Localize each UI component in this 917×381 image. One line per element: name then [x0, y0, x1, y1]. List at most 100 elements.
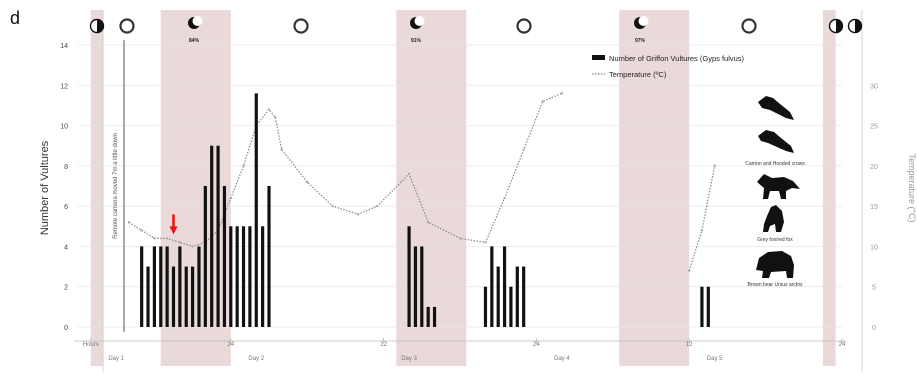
night-band-3	[619, 10, 690, 366]
half-moon-icon	[828, 18, 844, 34]
full-moon-ring	[119, 18, 135, 34]
vulture-bar	[178, 246, 182, 327]
y-tick-label: 12	[60, 83, 68, 90]
y2-tick-label: 25	[870, 124, 878, 131]
full-moon-icon	[741, 18, 757, 34]
day-label: Day 2	[248, 356, 264, 362]
full-moon-icon	[516, 18, 532, 34]
species-label-crows: Carrion and Hooded crows	[745, 161, 805, 167]
annotations	[169, 214, 178, 235]
species-panel: Carrion and Hooded crows Grey fox/red fo…	[745, 96, 805, 288]
y2-tick-label: 20	[870, 164, 878, 171]
temperature-point	[178, 241, 182, 244]
x-tick-label: 24	[227, 342, 234, 348]
crescent-moon-icon: 84%	[188, 16, 203, 44]
temperature-point	[242, 164, 245, 168]
temperature-point	[127, 221, 131, 224]
vulture-bar	[515, 266, 519, 327]
crescent-moon-cut	[414, 16, 425, 26]
vulture-bar	[413, 246, 418, 327]
temperature-point	[713, 164, 716, 168]
vulture-bar	[483, 286, 488, 327]
temperature-point	[700, 229, 704, 232]
legend-bar-label: Number of Griffon Vultures (Gyps fulvus)	[609, 54, 745, 63]
carcass-note: Remote camera moved 7m a little down	[113, 133, 119, 239]
x-tick-label: 12	[380, 342, 387, 348]
temperature-point	[503, 196, 506, 200]
species-label-bear: Brown bear Ursus arctos	[747, 282, 803, 288]
temperature-point	[688, 269, 691, 272]
temperature-point	[484, 241, 487, 244]
temperature-point	[522, 148, 525, 151]
vulture-bar	[241, 226, 246, 327]
temperature-point	[331, 204, 334, 208]
temperature-point	[229, 196, 232, 200]
species-label-foxes: Grey fox/red fox	[757, 237, 793, 243]
y-tick-label: 6	[64, 204, 68, 211]
vulture-bar	[254, 93, 258, 327]
day-label: Day 3	[401, 356, 417, 362]
vulture-bar	[407, 226, 411, 327]
temperature-point	[267, 108, 271, 111]
moon-illumination-label: 84%	[189, 38, 200, 44]
half-moon-shade	[97, 19, 104, 33]
vulture-bar	[426, 306, 430, 327]
y2-axis-label: Temperature (°C)	[907, 153, 917, 222]
vulture-bar	[490, 246, 494, 327]
day-label: Day 5	[707, 356, 723, 362]
temperature-point	[274, 116, 277, 119]
temperature-point	[458, 237, 462, 240]
vulture-bar	[140, 246, 144, 327]
vulture-bar	[229, 226, 233, 327]
night-band-2	[396, 10, 467, 366]
vulture-bar	[509, 286, 513, 327]
vulture-bar	[197, 246, 201, 327]
vulture-bar	[496, 266, 500, 327]
y2-tick-label: 0	[872, 325, 876, 332]
vulture-bar	[248, 226, 252, 327]
crescent-moon-icon: 97%	[634, 16, 649, 44]
x-tick-label: Hours	[83, 342, 99, 348]
vulture-bar	[152, 246, 156, 327]
crow-icon	[758, 96, 794, 153]
night-band-1	[160, 10, 231, 366]
y-tick-label: 4	[64, 244, 68, 251]
night-band-4	[822, 10, 836, 366]
day-label: Day 4	[554, 356, 570, 362]
vulture-bar	[432, 306, 437, 327]
x-tick-label: 12	[686, 342, 693, 348]
vulture-bars	[140, 93, 710, 327]
temperature-series	[127, 92, 716, 272]
temperature-point	[356, 213, 360, 216]
y2-tick-label: 15	[870, 204, 878, 211]
y-tick-label: 14	[60, 43, 68, 50]
legend-bar-swatch	[592, 55, 605, 60]
x-tick-label: 24	[533, 342, 540, 348]
panel-label: d	[10, 8, 20, 28]
moon-illumination-label: 97%	[635, 38, 646, 44]
temperature-point	[165, 237, 169, 240]
vulture-bar	[502, 246, 507, 327]
vulture-bar	[222, 186, 227, 327]
temperature-point	[376, 204, 379, 208]
vulture-bar	[420, 246, 424, 327]
y-axis-label: Number of Vultures	[39, 140, 51, 235]
temperature-line-segment-0	[128, 92, 563, 248]
y-tick-label: 2	[64, 285, 68, 292]
night-band-0	[90, 10, 104, 366]
y-tick-label: 10	[60, 124, 68, 131]
temperature-point	[306, 180, 309, 184]
full-moon-ring	[293, 18, 309, 34]
x-tick-label: 24	[839, 342, 846, 348]
red-arrow-head	[169, 226, 178, 235]
vulture-bar	[146, 266, 150, 327]
temperature-point	[153, 237, 156, 240]
crescent-moon-cut	[192, 16, 203, 26]
temperature-point	[541, 100, 544, 103]
crescent-moon-icon: 91%	[410, 16, 425, 44]
vulture-bar	[261, 226, 265, 327]
temperature-point	[280, 148, 283, 151]
vulture-bar	[216, 145, 220, 327]
